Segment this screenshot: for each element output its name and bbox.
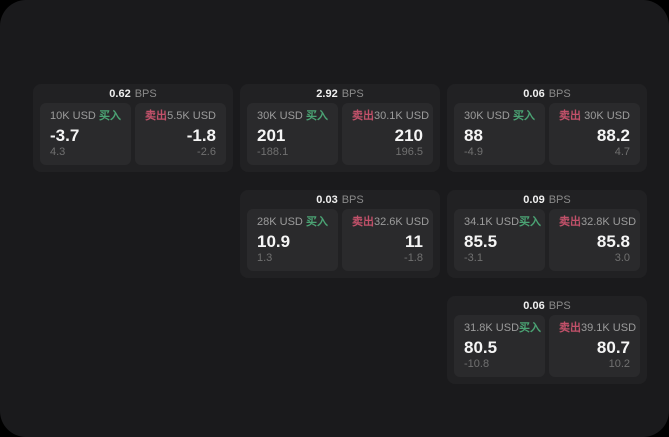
buy-price: 201	[257, 126, 286, 145]
sell-label: 卖出	[352, 216, 374, 228]
buy-change: 4.3	[50, 146, 66, 158]
sell-change: -2.6	[197, 146, 216, 158]
sell-change: 10.2	[608, 358, 630, 370]
buy-quote-panel[interactable]: 30K USD 买入 201 -188.1	[247, 103, 338, 165]
spread-value: 0.03	[316, 193, 338, 206]
sell-price: 85.8	[596, 232, 630, 251]
spread-unit: BPS	[548, 299, 571, 312]
sell-amount: 32.6K USD	[374, 216, 430, 228]
spread-header: 2.92 BPS	[247, 84, 433, 103]
buy-label: 买入	[519, 322, 542, 334]
sell-amount: 39.1K USD	[581, 322, 637, 334]
buy-change: -10.8	[464, 358, 490, 370]
buy-amount: 34.1K USD	[464, 216, 520, 228]
sell-change: 3.0	[614, 252, 630, 264]
sell-amount: 32.8K USD	[581, 216, 637, 228]
spread-header: 0.09 BPS	[454, 190, 640, 209]
spread-value: 0.06	[523, 299, 545, 312]
buy-quote-panel[interactable]: 10K USD 买入 -3.7 4.3	[40, 103, 131, 165]
spread-unit: BPS	[548, 87, 571, 100]
quote-card: 2.92 BPS 30K USD 买入 201 -188.1 卖出 30.1K …	[240, 84, 440, 172]
spread-unit: BPS	[341, 193, 364, 206]
sell-price: 210	[394, 126, 423, 145]
buy-amount: 31.8K USD	[464, 322, 520, 334]
sell-amount: 5.5K USD	[167, 110, 216, 122]
spread-header: 0.03 BPS	[247, 190, 433, 209]
spread-value: 0.09	[523, 193, 545, 206]
buy-quote-panel[interactable]: 28K USD 买入 10.9 1.3	[247, 209, 338, 271]
buy-change: -3.1	[464, 252, 483, 264]
sell-price: -1.8	[186, 126, 216, 145]
buy-price: 88	[464, 126, 483, 145]
buy-label: 买入	[519, 216, 542, 228]
quote-card-grid: 0.62 BPS 10K USD 买入 -3.7 4.3 卖出 5.5K USD	[33, 84, 647, 384]
sell-quote-panel[interactable]: 卖出 32.8K USD 85.8 3.0	[549, 209, 640, 271]
buy-amount: 10K USD	[50, 110, 96, 122]
spread-header: 0.06 BPS	[454, 296, 640, 315]
buy-quote-panel[interactable]: 34.1K USD 买入 85.5 -3.1	[454, 209, 545, 271]
sell-quote-panel[interactable]: 卖出 30K USD 88.2 4.7	[549, 103, 640, 165]
buy-change: -188.1	[257, 146, 289, 158]
buy-amount: 28K USD	[257, 216, 303, 228]
sell-amount: 30K USD	[584, 110, 630, 122]
quote-card: 0.06 BPS 30K USD 买入 88 -4.9 卖出 30K USD	[447, 84, 647, 172]
buy-change: 1.3	[257, 252, 273, 264]
sell-price: 88.2	[596, 126, 630, 145]
spread-unit: BPS	[134, 87, 157, 100]
sell-price: 11	[405, 232, 423, 251]
buy-change: -4.9	[464, 146, 483, 158]
buy-price: 85.5	[464, 232, 498, 251]
sell-label: 卖出	[559, 322, 581, 334]
buy-amount: 30K USD	[464, 110, 510, 122]
spread-value: 0.06	[523, 87, 545, 100]
sell-change: 196.5	[395, 146, 423, 158]
spread-value: 0.62	[109, 87, 131, 100]
sell-quote-panel[interactable]: 卖出 32.6K USD 11 -1.8	[342, 209, 433, 271]
sell-label: 卖出	[145, 110, 167, 122]
spread-header: 0.06 BPS	[454, 84, 640, 103]
sell-label: 卖出	[559, 110, 581, 122]
buy-amount: 30K USD	[257, 110, 303, 122]
buy-price: 80.5	[464, 338, 498, 357]
buy-price: 10.9	[257, 232, 291, 251]
buy-price: -3.7	[50, 126, 80, 145]
spread-header: 0.62 BPS	[40, 84, 226, 103]
buy-quote-panel[interactable]: 31.8K USD 买入 80.5 -10.8	[454, 315, 545, 377]
quote-card: 0.09 BPS 34.1K USD 买入 85.5 -3.1 卖出 32.8K…	[447, 190, 647, 278]
sell-quote-panel[interactable]: 卖出 5.5K USD -1.8 -2.6	[135, 103, 226, 165]
spread-unit: BPS	[548, 193, 571, 206]
sell-amount: 30.1K USD	[374, 110, 430, 122]
sell-change: -1.8	[404, 252, 423, 264]
buy-label: 买入	[306, 216, 328, 228]
sell-price: 80.7	[596, 338, 630, 357]
buy-quote-panel[interactable]: 30K USD 买入 88 -4.9	[454, 103, 545, 165]
quote-card: 0.03 BPS 28K USD 买入 10.9 1.3 卖出 32.6K US…	[240, 190, 440, 278]
buy-label: 买入	[513, 110, 535, 122]
quote-card: 0.06 BPS 31.8K USD 买入 80.5 -10.8 卖出 39.1…	[447, 296, 647, 384]
quote-card: 0.62 BPS 10K USD 买入 -3.7 4.3 卖出 5.5K USD	[33, 84, 233, 172]
spread-unit: BPS	[341, 87, 364, 100]
sell-label: 卖出	[559, 216, 581, 228]
sell-label: 卖出	[352, 110, 374, 122]
sell-change: 4.7	[614, 146, 630, 158]
buy-label: 买入	[306, 110, 328, 122]
sell-quote-panel[interactable]: 卖出 39.1K USD 80.7 10.2	[549, 315, 640, 377]
sell-quote-panel[interactable]: 卖出 30.1K USD 210 196.5	[342, 103, 433, 165]
buy-label: 买入	[99, 110, 121, 122]
spread-value: 2.92	[316, 87, 338, 100]
